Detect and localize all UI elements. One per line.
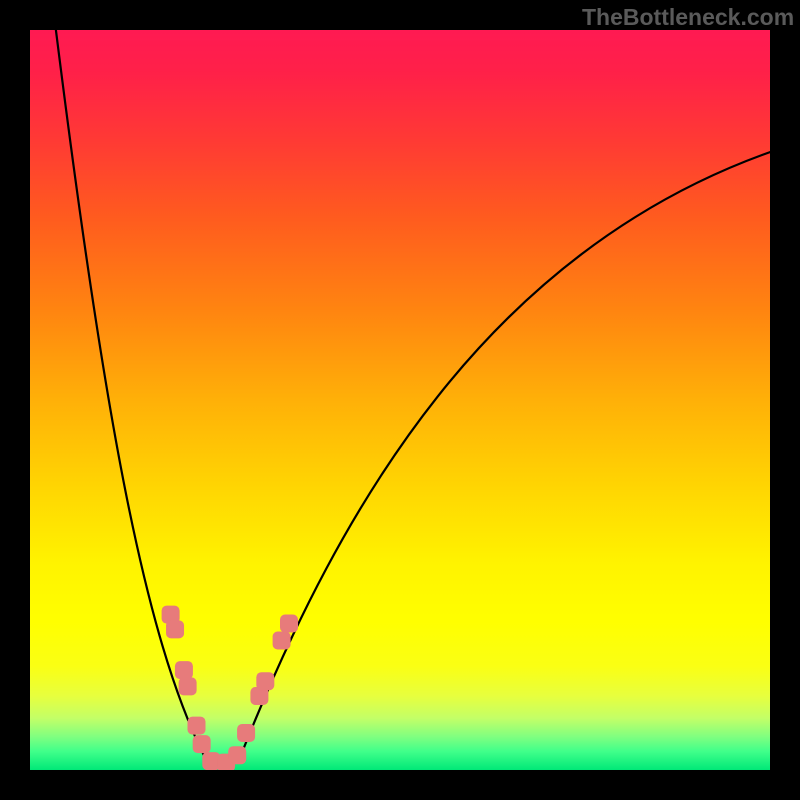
data-marker: [280, 614, 298, 632]
data-marker: [193, 735, 211, 753]
data-marker: [179, 677, 197, 695]
chart-svg: [30, 30, 770, 770]
data-marker: [228, 746, 246, 764]
data-marker: [273, 632, 291, 650]
data-marker: [256, 672, 274, 690]
gradient-background: [30, 30, 770, 770]
data-marker: [175, 661, 193, 679]
data-marker: [188, 717, 206, 735]
plot-area: [30, 30, 770, 770]
data-marker: [166, 620, 184, 638]
data-marker: [237, 724, 255, 742]
watermark-text: TheBottleneck.com: [582, 4, 794, 31]
